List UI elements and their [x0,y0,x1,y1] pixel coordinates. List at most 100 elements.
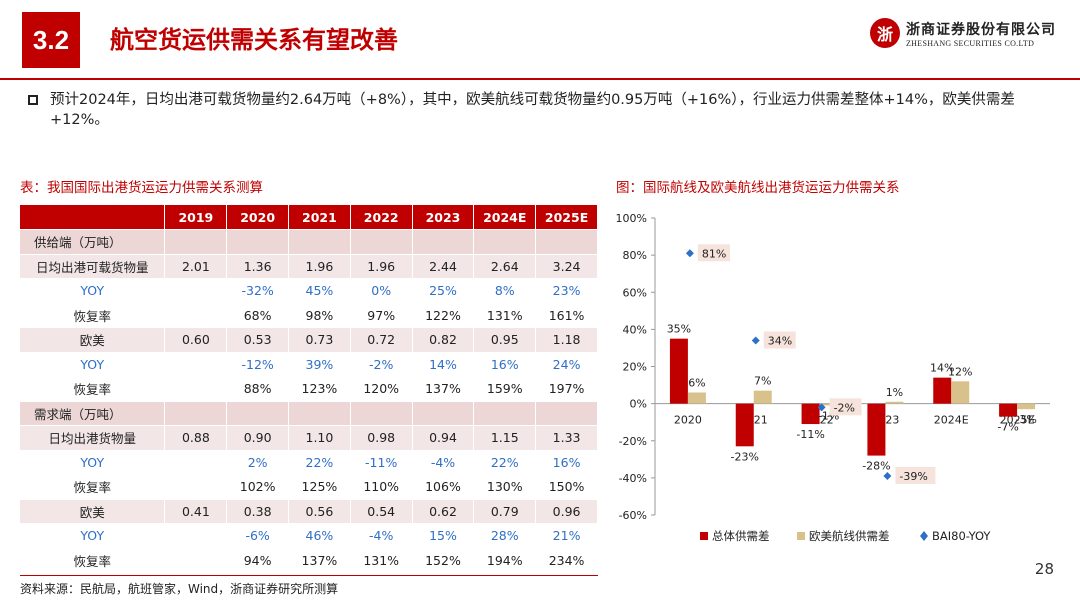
table-cell: 24% [535,352,598,377]
table-header-row: 2019 2020 2021 2022 2023 2024E 2025E [20,205,598,230]
table-cell: 0.94 [412,425,475,451]
table-cell [535,401,598,426]
bai80-label-bg [829,398,862,416]
header-cell: 2023 [412,205,475,230]
table-cell: 0.95 [473,327,537,353]
bar-data-label: 7% [754,375,771,388]
y-tick-label: 20% [623,361,647,374]
table-cell: 0.88 [164,425,228,451]
section-number: 3.2 [22,12,80,68]
table-cell: 39% [288,352,351,377]
table-cell: 23% [535,278,598,304]
table-cell [350,229,413,255]
table-cell: 137% [288,548,351,573]
y-tick-label: 80% [623,249,647,262]
table-cell [164,278,228,304]
table-cell: 25% [412,278,475,304]
row-label: 需求端（万吨） [20,401,166,426]
table-cell: 2% [226,450,290,475]
x-tick-label: 2024E [934,414,969,427]
table-cell: 1.96 [288,254,351,279]
row-label: 恢复率 [20,303,166,328]
x-tick-label: 2025E [1000,414,1035,427]
bar-data-label: -3% [1015,413,1036,426]
table-cell: 1.10 [288,425,351,451]
header-cell [20,205,166,230]
bar-euam [753,390,772,404]
bar-data-label: 14% [930,362,954,375]
bar-euam [819,403,838,406]
supply-demand-table: 2019 2020 2021 2022 2023 2024E 2025E 供给端… [20,205,598,573]
table-cell: 3.24 [535,254,598,279]
table-row: 恢复率 102% 125% 110% 106% 130% 150% [20,474,598,500]
source-note: 资料来源：民航局，航班管家，Wind，浙商证券研究所测算 [20,582,339,596]
row-label: 供给端（万吨） [20,229,166,255]
table-cell: 2.01 [164,254,228,279]
page-title: 航空货运供需关系有望改善 [110,26,398,54]
table-cell [164,303,228,328]
table-cell: 45% [288,278,351,304]
table-cell: 0.73 [288,327,351,353]
table-cell: 131% [350,548,413,573]
table-cell: 1.36 [226,254,290,279]
table-cell [164,229,228,255]
table-cell: 0.96 [535,499,598,524]
table-row: YOY -12% 39% -2% 14% 16% 24% [20,352,598,377]
bar-total [801,403,820,425]
row-label: 恢复率 [20,548,166,573]
table-cell: -6% [226,523,290,549]
table-cell: 16% [473,352,537,377]
table-cell: 131% [473,303,537,328]
table-cell: 152% [412,548,475,573]
bai80-data-label: 81% [702,247,726,260]
row-label: 欧美 [20,499,166,524]
table-cell: 22% [288,450,351,475]
header-cell: 2022 [350,205,413,230]
table-cell [164,376,228,402]
table-cell [412,229,475,255]
bar-euam [1017,403,1036,410]
legend-label: 总体供需差 [712,529,770,543]
bar-euam [885,401,904,404]
y-tick-label: -20% [619,435,647,448]
table-cell: 0.60 [164,327,228,353]
table-cell: -2% [350,352,413,377]
table-cell [164,450,228,475]
row-label: YOY [20,278,166,304]
bar-data-label: 12% [948,365,972,378]
legend-label: BAI80-YOY [932,529,991,543]
table-cell [535,229,598,255]
header-cell: 2021 [288,205,351,230]
table-cell: 2.64 [473,254,537,279]
row-label: YOY [20,450,166,475]
x-tick-label: 2020 [674,414,702,427]
table-cell: 1.18 [535,327,598,353]
table-cell: 28% [473,523,537,549]
legend-swatch [920,531,928,541]
square-bullet-icon [28,95,38,105]
table-row: 日均出港可载货物量 2.01 1.36 1.96 1.96 2.44 2.64 3.24 [20,254,598,279]
table-cell: -11% [350,450,413,475]
table-cell: 0.41 [164,499,228,524]
logo-en-text: ZHESHANG SECURITIES CO.LTD [906,38,1035,48]
table-cell: 110% [350,474,413,500]
table-cell: 159% [473,376,537,402]
logo-cn-text: 浙商证券股份有限公司 [906,21,1056,38]
table-cell [473,401,537,426]
table-cell: 123% [288,376,351,402]
table-cell [164,352,228,377]
header-cell: 2019 [164,205,228,230]
table-row: 欧美 0.60 0.53 0.73 0.72 0.82 0.95 1.18 [20,327,598,353]
bar-data-label: -23% [731,450,759,463]
bai80-point [883,472,892,481]
table-cell: 0.98 [350,425,413,451]
bar-data-label: 35% [667,323,691,336]
table-row: 欧美 0.41 0.38 0.56 0.54 0.62 0.79 0.96 [20,499,598,524]
table-cell: 0.79 [473,499,537,524]
table-cell: 130% [473,474,537,500]
table-cell: 0.90 [226,425,290,451]
table-cell: 94% [226,548,290,573]
header-divider [0,78,1080,80]
table-cell [412,401,475,426]
table-cell: 15% [412,523,475,549]
